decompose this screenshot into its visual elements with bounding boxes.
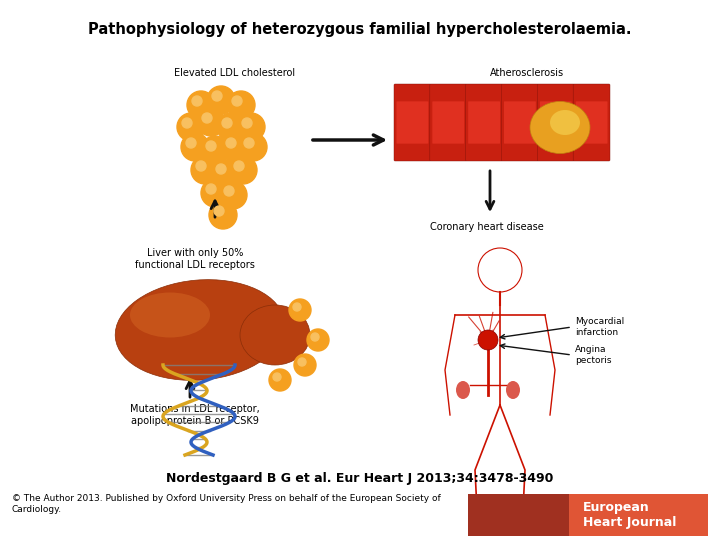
Circle shape xyxy=(244,138,254,148)
Circle shape xyxy=(197,108,225,136)
Circle shape xyxy=(226,138,236,148)
Circle shape xyxy=(219,181,247,209)
Circle shape xyxy=(298,358,306,366)
Circle shape xyxy=(217,113,245,141)
Circle shape xyxy=(177,113,205,141)
FancyBboxPatch shape xyxy=(466,84,503,161)
Circle shape xyxy=(293,303,301,311)
Circle shape xyxy=(206,184,216,194)
Circle shape xyxy=(242,118,252,128)
Bar xyxy=(468,494,708,536)
Circle shape xyxy=(224,186,234,196)
Ellipse shape xyxy=(115,280,285,380)
Circle shape xyxy=(232,96,242,106)
Circle shape xyxy=(202,113,212,123)
Text: Angina
pectoris: Angina pectoris xyxy=(575,345,611,365)
Circle shape xyxy=(191,156,219,184)
FancyBboxPatch shape xyxy=(502,84,539,161)
FancyBboxPatch shape xyxy=(504,102,536,144)
Text: Liver with only 50%
functional LDL receptors: Liver with only 50% functional LDL recep… xyxy=(135,248,255,271)
Ellipse shape xyxy=(130,293,210,338)
Circle shape xyxy=(209,201,237,229)
FancyBboxPatch shape xyxy=(537,84,574,161)
Circle shape xyxy=(227,91,255,119)
Text: Atherosclerosis: Atherosclerosis xyxy=(490,68,564,78)
Circle shape xyxy=(181,133,209,161)
Circle shape xyxy=(212,91,222,101)
Ellipse shape xyxy=(550,110,580,135)
Circle shape xyxy=(478,330,498,350)
Circle shape xyxy=(186,138,196,148)
FancyBboxPatch shape xyxy=(540,102,572,144)
Circle shape xyxy=(201,179,229,207)
Circle shape xyxy=(221,133,249,161)
Text: © The Author 2013. Published by Oxford University Press on behalf of the Europea: © The Author 2013. Published by Oxford U… xyxy=(12,494,441,514)
FancyBboxPatch shape xyxy=(573,84,610,161)
Circle shape xyxy=(196,161,206,171)
Text: Myocardial
infarction: Myocardial infarction xyxy=(575,317,624,337)
Circle shape xyxy=(239,133,267,161)
Circle shape xyxy=(207,86,235,114)
Ellipse shape xyxy=(506,381,520,399)
Circle shape xyxy=(214,206,224,216)
Text: European
Heart Journal: European Heart Journal xyxy=(583,501,677,529)
Text: Pathophysiology of heterozygous familial hypercholesterolaemia.: Pathophysiology of heterozygous familial… xyxy=(89,22,631,37)
Circle shape xyxy=(229,156,257,184)
FancyBboxPatch shape xyxy=(397,102,428,144)
Text: Mutations in LDL receptor,
apolipoprotein B or PCSK9: Mutations in LDL receptor, apolipoprotei… xyxy=(130,404,260,427)
Circle shape xyxy=(289,299,311,321)
Circle shape xyxy=(187,91,215,119)
Circle shape xyxy=(311,333,319,341)
Ellipse shape xyxy=(240,305,310,365)
FancyBboxPatch shape xyxy=(468,102,500,144)
Bar xyxy=(468,494,569,536)
Circle shape xyxy=(182,118,192,128)
Circle shape xyxy=(206,141,216,151)
Circle shape xyxy=(201,136,229,164)
Circle shape xyxy=(216,164,226,174)
Circle shape xyxy=(273,373,281,381)
FancyBboxPatch shape xyxy=(432,102,464,144)
Circle shape xyxy=(294,354,316,376)
Circle shape xyxy=(222,118,232,128)
Circle shape xyxy=(211,159,239,187)
Circle shape xyxy=(192,96,202,106)
Circle shape xyxy=(307,329,329,351)
Ellipse shape xyxy=(530,102,590,153)
Text: Elevated LDL cholesterol: Elevated LDL cholesterol xyxy=(174,68,296,78)
FancyBboxPatch shape xyxy=(576,102,608,144)
Circle shape xyxy=(269,369,291,391)
Circle shape xyxy=(234,161,244,171)
Circle shape xyxy=(237,113,265,141)
Text: Nordestgaard B G et al. Eur Heart J 2013;34:3478-3490: Nordestgaard B G et al. Eur Heart J 2013… xyxy=(166,472,554,485)
Text: Coronary heart disease: Coronary heart disease xyxy=(430,222,544,232)
FancyBboxPatch shape xyxy=(394,84,431,161)
FancyBboxPatch shape xyxy=(430,84,467,161)
Ellipse shape xyxy=(456,381,470,399)
